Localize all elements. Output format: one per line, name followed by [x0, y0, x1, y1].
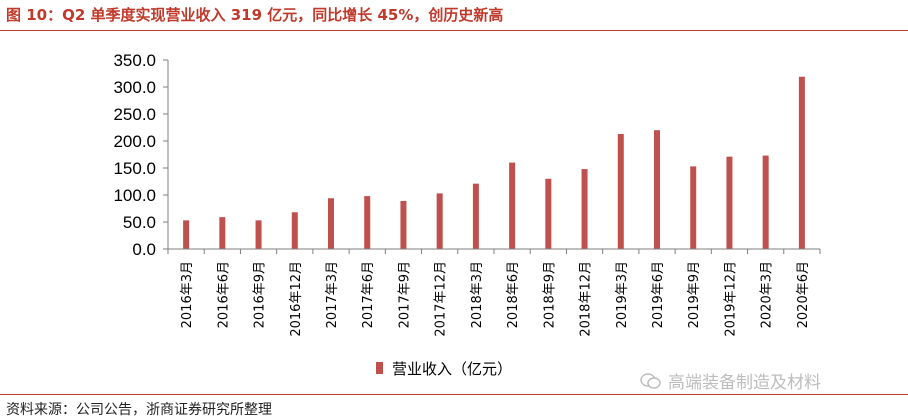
x-tick-label: 2019年6月 [651, 261, 666, 328]
wechat-icon [640, 372, 662, 390]
chart-title: 图 10：Q2 单季度实现营业收入 319 亿元，同比增长 45%，创历史新高 [6, 6, 504, 24]
x-tick-label: 2016年9月 [253, 261, 268, 328]
bar [219, 217, 226, 249]
x-tick-label: 2017年6月 [361, 261, 376, 328]
bar [581, 169, 588, 249]
source-note: 资料来源：公司公告，浙商证券研究所整理 [6, 402, 272, 418]
x-tick-label: 2018年12月 [579, 261, 594, 337]
bar [183, 220, 190, 249]
watermark: 高端装备制造及材料 [640, 368, 821, 393]
x-tick-label: 2018年6月 [506, 261, 521, 328]
bar [436, 193, 443, 249]
x-tick-label: 2018年9月 [542, 261, 557, 328]
bar [762, 155, 769, 249]
bar [472, 183, 479, 249]
x-tick-label: 2017年3月 [325, 261, 340, 328]
bar [726, 156, 733, 249]
bar [328, 198, 334, 249]
footer-divider [0, 394, 908, 395]
bar [654, 130, 660, 249]
bars [183, 76, 805, 250]
bar [291, 212, 298, 249]
x-axis: 2016年3月 2016年6月 2016年9月 2016年12月 2017年3月 2017… [167, 248, 821, 337]
legend-swatch [376, 362, 383, 374]
y-tick-label: 200.0 [113, 132, 156, 151]
x-tick-label: 2018年3月 [470, 261, 485, 328]
legend-label: 营业收入（亿元） [392, 360, 512, 378]
x-tick-label: 2019年12月 [723, 261, 738, 337]
bar [400, 200, 407, 249]
bar [364, 196, 371, 249]
y-tick-label: 300.0 [113, 78, 156, 97]
x-tick-label: 2016年12月 [289, 261, 304, 337]
legend: 营业收入（亿元） [376, 360, 512, 378]
bar [690, 166, 697, 249]
x-tick-label: 2017年9月 [397, 261, 412, 328]
x-tick-label: 2019年3月 [615, 261, 630, 328]
bar [509, 162, 516, 249]
x-tick-label: 2020年3月 [760, 261, 775, 328]
x-tick-label: 2016年6月 [216, 261, 231, 328]
y-tick-label: 150.0 [113, 159, 156, 178]
bar-chart: 0.0 50.0 100.0 150.0 200.0 250.0 300.0 350.0 20… [113, 51, 821, 378]
x-tick-label: 2020年6月 [796, 261, 811, 328]
x-tick-label: 2019年9月 [687, 261, 702, 328]
bar [545, 178, 552, 249]
y-tick-label: 100.0 [113, 186, 156, 205]
y-axis: 0.0 50.0 100.0 150.0 200.0 250.0 300.0 350.0 [113, 51, 169, 259]
y-tick-label: 0.0 [132, 240, 156, 259]
title-divider [0, 30, 908, 31]
y-tick-label: 350.0 [113, 51, 156, 70]
y-tick-label: 50.0 [123, 213, 156, 232]
bar [798, 76, 805, 250]
bar [255, 220, 262, 249]
y-tick-label: 250.0 [113, 105, 156, 124]
x-tick-label: 2017年12月 [434, 261, 449, 337]
watermark-text: 高端装备制造及材料 [668, 373, 821, 393]
x-tick-label: 2016年3月 [180, 261, 195, 328]
bar [617, 133, 624, 249]
